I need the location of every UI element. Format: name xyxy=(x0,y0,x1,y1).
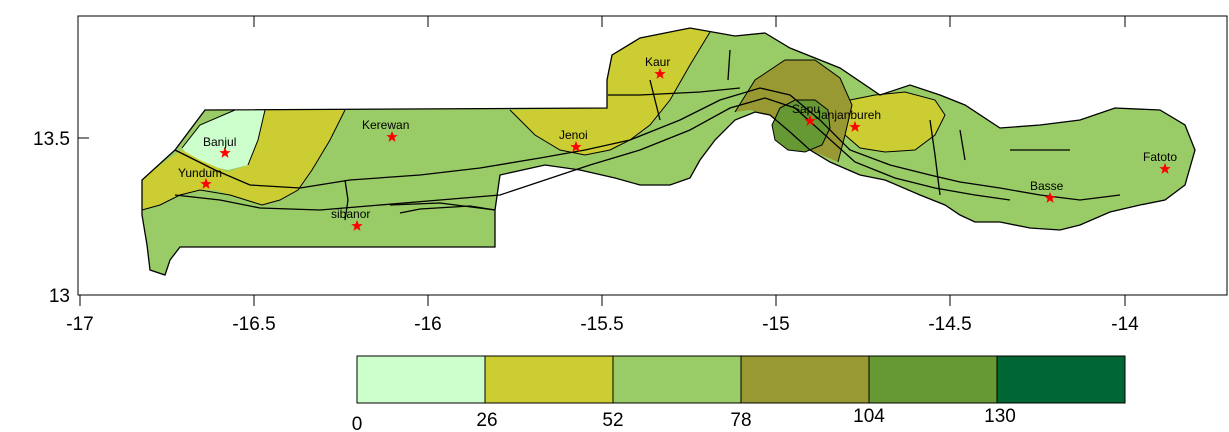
top-ticks xyxy=(253,16,1126,27)
boundary-lines xyxy=(141,27,1196,276)
contour-lines xyxy=(141,31,946,211)
x-tick-labels: -17 -16.5 -16 -15.5 -15 -14.5 -14 xyxy=(66,314,1139,335)
legend-bin xyxy=(868,355,998,404)
region-26-52-west xyxy=(142,110,345,210)
legend-bin xyxy=(996,355,1126,404)
region-26-52-east xyxy=(842,92,945,152)
legend-label: 104 xyxy=(853,406,885,427)
y-tick-label: 13.5 xyxy=(33,129,70,150)
region-52-78 xyxy=(142,28,1195,275)
x-tick-label: -16.5 xyxy=(232,314,275,335)
legend-labels: 0 26 52 78 104 130 xyxy=(352,406,1016,432)
station-label-fatoto: Fatoto xyxy=(1143,150,1177,164)
station-label-janjanbureh: Janjanbureh xyxy=(815,108,881,122)
x-tick-label: -15 xyxy=(762,314,789,335)
map-regions xyxy=(142,28,1195,275)
station-label-yundum: Yundum xyxy=(178,166,222,180)
legend-label: 26 xyxy=(476,410,497,431)
region-0-26 xyxy=(182,110,265,170)
x-tick-label: -16 xyxy=(414,314,441,335)
station-label-sibanor: sibanor xyxy=(331,207,370,221)
y-tick-label: 13 xyxy=(49,286,70,307)
x-tick-label: -14 xyxy=(1111,314,1139,335)
legend-label: 130 xyxy=(984,406,1016,427)
x-tick-label: -15.5 xyxy=(580,314,623,335)
station-label-kaur: Kaur xyxy=(645,55,670,69)
region-26-52-central xyxy=(510,28,710,155)
y-axis xyxy=(77,16,89,296)
station-label-banjul: Banjul xyxy=(203,135,236,149)
x-tick-label: -17 xyxy=(66,314,93,335)
y-tick-labels: 13 13.5 xyxy=(33,129,70,307)
legend-bin xyxy=(612,355,742,404)
legend-label: 78 xyxy=(730,410,751,431)
legend-bin xyxy=(356,355,486,404)
legend-label: 0 xyxy=(352,414,363,432)
station-label-sapu: Sapu xyxy=(792,102,820,116)
x-tick-label: -14.5 xyxy=(928,314,971,335)
legend-label: 52 xyxy=(602,410,623,431)
station-label-jenoi: Jenoi xyxy=(559,128,588,142)
station-label-kerewan: Kerewan xyxy=(362,118,409,132)
region-104-130 xyxy=(772,100,830,152)
legend-bin xyxy=(484,355,614,404)
color-legend xyxy=(356,355,1126,404)
x-axis xyxy=(78,294,1227,306)
legend-bin xyxy=(740,355,870,404)
station-labels: Banjul Yundum Kerewan sibanor Jenoi Kaur… xyxy=(178,55,1177,221)
station-label-basse: Basse xyxy=(1030,179,1064,193)
